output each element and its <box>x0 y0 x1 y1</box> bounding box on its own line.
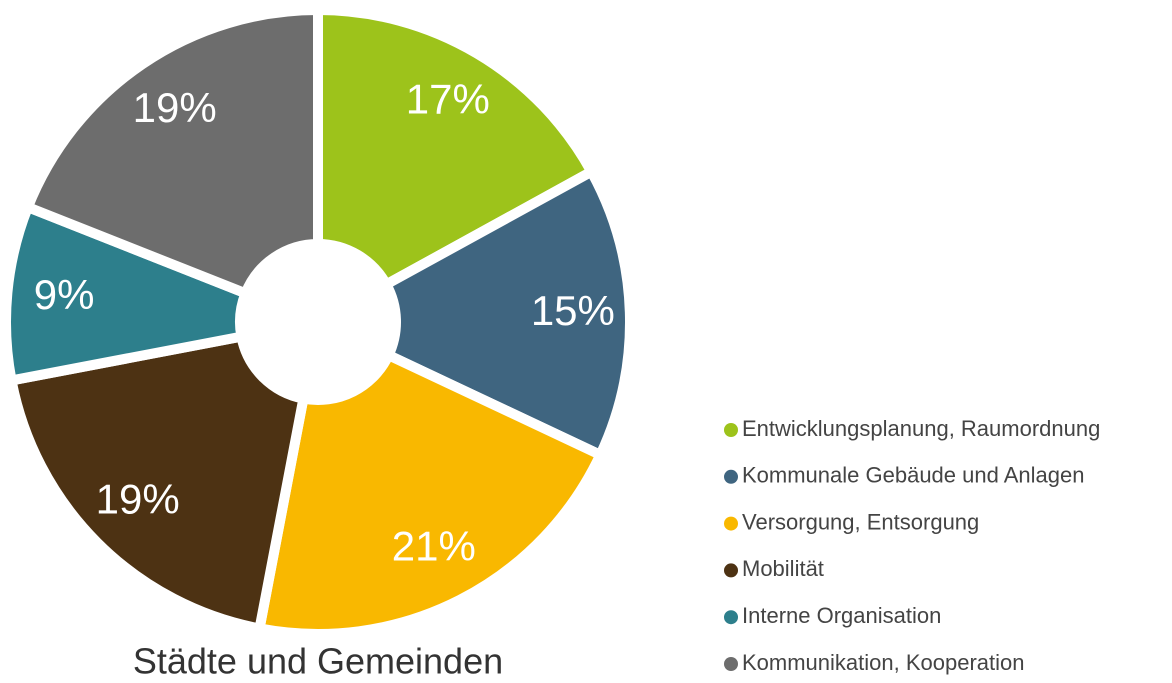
slice <box>313 4 599 292</box>
legend-label: Kommunikation, Kooperation <box>742 650 1025 675</box>
legend-swatch <box>724 610 738 625</box>
legend-label: Mobilität <box>742 556 824 581</box>
legend-swatch <box>724 423 738 437</box>
slice <box>21 4 323 300</box>
legend-label: Entwicklungsplanung, Raumordnung <box>742 416 1100 441</box>
value-label: 19% <box>96 475 180 522</box>
slice <box>253 348 607 639</box>
legend-label: Kommunale Gebäude und Anlagen <box>742 463 1084 488</box>
slice <box>379 164 635 462</box>
legend-label: Versorgung, Entsorgung <box>742 509 979 534</box>
value-label: 15% <box>531 287 615 334</box>
value-label: 9% <box>34 271 95 318</box>
legend-swatch <box>724 657 738 671</box>
legend-label: Interne Organisation <box>742 603 941 628</box>
value-label: 19% <box>133 84 217 131</box>
chart-title: Städte und Gemeinden <box>133 641 503 682</box>
slice <box>1 200 252 387</box>
legend-swatch <box>724 516 738 531</box>
value-label: 21% <box>392 522 476 569</box>
slice <box>5 330 310 635</box>
value-label: 17% <box>406 76 490 123</box>
legend-swatch <box>724 469 738 484</box>
legend-swatch <box>724 563 738 578</box>
